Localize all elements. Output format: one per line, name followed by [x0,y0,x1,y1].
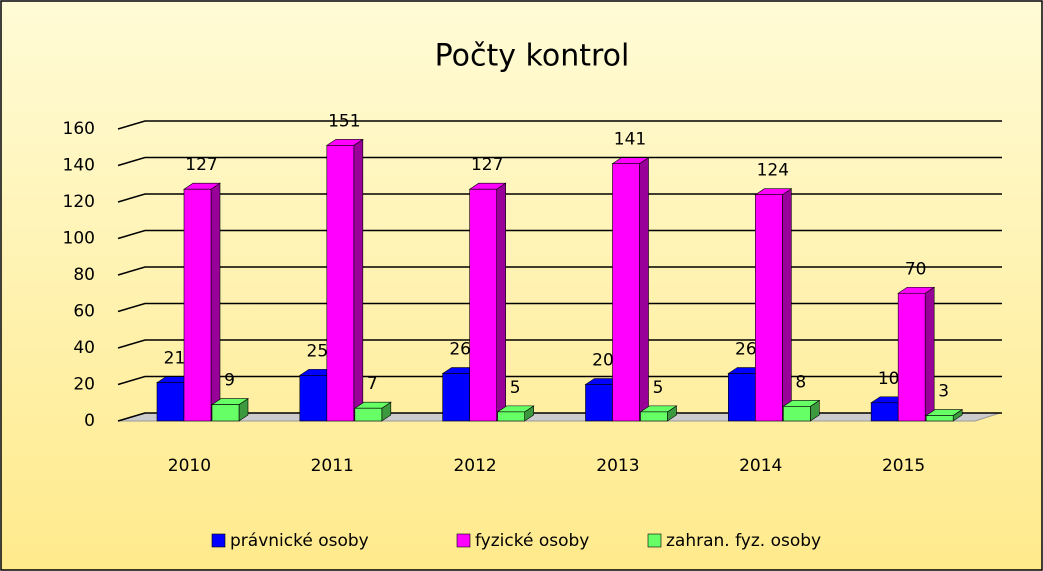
grid-line [117,375,1002,386]
data-label: 141 [614,130,646,150]
legend-label: zahran. fyz. osoby [666,531,821,551]
bar [156,382,185,422]
data-label: 5 [653,378,664,398]
data-label: 151 [328,111,360,131]
data-label: 20 [592,351,614,371]
y-tick-label: 100 [63,229,95,249]
x-tick-label: 2014 [739,456,782,476]
grid-line [117,339,1002,349]
y-tick-label: 160 [63,119,95,139]
data-label: 5 [510,378,521,398]
legend-swatch [456,533,471,548]
bar-side-shade [496,183,506,421]
bar-side-shade [782,188,792,421]
x-tick-label: 2012 [453,456,496,476]
legend-swatch [647,533,662,548]
legend-label: fyzické osoby [475,531,589,551]
x-tick-label: 2015 [882,456,925,476]
data-label: 3 [938,382,949,402]
bar [299,375,328,422]
bar [870,402,899,422]
bar [755,194,783,422]
y-tick-label: 140 [63,156,95,176]
x-tick-label: 2013 [596,456,639,476]
data-label: 25 [307,341,329,361]
bar-side-shade [810,400,820,421]
y-tick-label: 60 [73,302,95,322]
grid-line [117,266,1002,276]
bar [442,373,470,422]
y-tick-label: 40 [73,338,95,358]
grid-line [117,302,1002,313]
bar [640,411,668,422]
data-label: 70 [905,259,927,279]
bar-side-shade [925,287,935,421]
x-tick-label: 2010 [168,456,211,476]
grid-line [117,120,1002,130]
bar [585,384,613,422]
bar-side-shade [639,157,649,422]
data-label: 7 [367,374,378,394]
bar [211,404,240,422]
bar [183,188,212,422]
data-label: 127 [471,155,503,175]
bar [612,163,640,422]
bar-side-shade [211,183,220,421]
data-label: 127 [185,155,217,175]
y-tick-label: 20 [73,375,95,395]
grid-line [117,156,1002,167]
data-label: 26 [735,340,757,360]
bar [925,415,954,422]
bar-side-shade [353,139,363,422]
y-tick-label: 0 [84,411,95,431]
y-tick-label: 80 [73,265,95,285]
data-label: 9 [224,371,235,391]
bar-side-shade [667,405,677,421]
legend-label: právnické osoby [230,531,369,551]
bar [354,407,383,422]
bar [469,188,497,422]
chart-title: Počty kontrol [435,39,630,74]
legend-swatch [211,533,226,548]
bar [897,292,926,422]
data-label: 26 [449,340,471,360]
bar [783,406,811,422]
y-tick-label: 120 [63,192,95,212]
bar [326,145,355,422]
x-tick-label: 2011 [311,456,354,476]
bar-side-shade [953,409,963,421]
grid-line [117,193,1002,203]
bar [497,411,525,422]
data-label: 124 [757,161,789,181]
grid-line [117,229,1002,240]
data-label: 10 [878,369,900,389]
grid-line [117,412,1002,422]
bar [728,373,756,422]
bar-side-shade [524,405,534,421]
bar-side-shade [239,398,248,421]
data-label: 21 [164,349,186,369]
floor [117,412,1001,422]
data-label: 8 [795,372,806,392]
